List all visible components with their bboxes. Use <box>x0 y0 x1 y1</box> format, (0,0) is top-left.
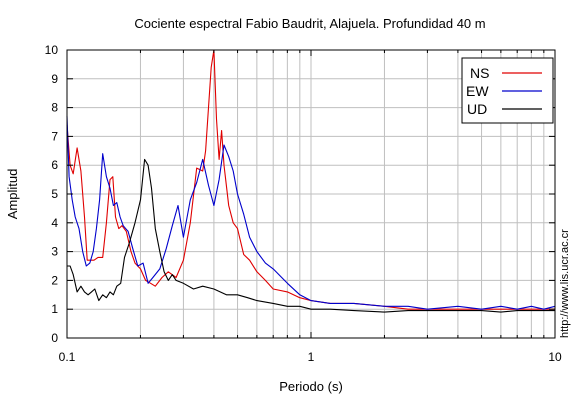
legend-label-ew: EW <box>466 83 489 99</box>
y-tick-label: 7 <box>51 129 58 143</box>
y-tick-label: 0 <box>51 331 58 345</box>
series-layer <box>66 49 556 313</box>
x-tick-label: 0.1 <box>59 350 76 364</box>
legend-label-ud: UD <box>467 101 487 117</box>
y-tick-label: 8 <box>51 101 58 115</box>
y-tick-label: 5 <box>51 187 58 201</box>
legend-label-ns: NS <box>470 65 489 81</box>
y-axis-title: Amplitud <box>5 169 20 220</box>
y-tick-label: 9 <box>51 72 58 86</box>
y-tick-label: 4 <box>51 216 58 230</box>
legend: NS EW UD <box>461 57 554 124</box>
series-line-ew <box>66 116 556 310</box>
y-tick-label: 6 <box>51 158 58 172</box>
series-line-ud <box>67 158 555 313</box>
side-note-url: http://www.lis.ucr.ac.cr <box>559 229 571 338</box>
y-tick-label: 2 <box>51 273 58 287</box>
y-tick-label: 3 <box>51 245 58 259</box>
x-tick-label: 10 <box>548 350 562 364</box>
chart-title: Cociente espectral Fabio Baudrit, Alajue… <box>134 16 485 31</box>
y-tick-label: 10 <box>45 43 59 57</box>
tick-layer: 0 1 2 3 4 5 6 7 8 9 10 0.1 1 10 <box>45 43 562 364</box>
x-axis-title: Periodo (s) <box>279 379 343 394</box>
y-tick-label: 1 <box>51 302 58 316</box>
x-tick-label: 1 <box>308 350 315 364</box>
